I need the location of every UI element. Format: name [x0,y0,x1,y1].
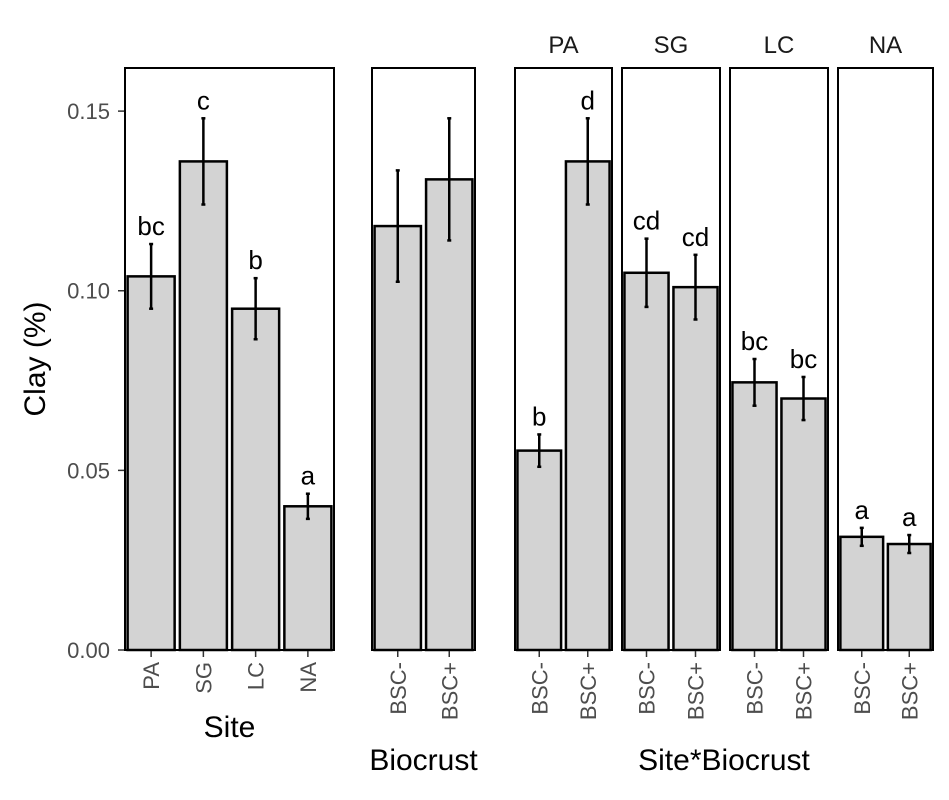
bar [623,271,670,652]
x-tick-label: BSC+ [437,662,462,720]
panel-strip-label: SG [654,32,689,59]
bar [424,178,474,652]
panel-border [514,67,613,651]
bar [886,542,932,652]
significance-label: c [197,85,210,115]
x-tick-label: BSC- [386,662,411,715]
x-axis-title: Biocrust [369,744,478,777]
significance-label: cd [682,222,709,252]
significance-label: a [301,461,316,491]
bar [564,160,611,652]
x-tick-label: BSC- [635,662,660,715]
x-tick-label: LC [244,662,269,690]
significance-label: bc [137,211,164,241]
significance-label: cd [633,206,660,236]
panel-strip-label: PA [548,32,578,59]
bar [373,224,423,652]
x-tick-label: BSC+ [897,662,922,720]
y-axis-title: Clay (%) [19,301,52,416]
bar [780,397,827,652]
x-tick-label: BSC- [527,662,552,715]
x-tick-label: BSC+ [792,662,817,720]
panel-border [621,67,721,651]
significance-label: bc [741,326,768,356]
panel-strip-label: LC [764,32,795,59]
y-tick-label: 0.10 [67,279,110,304]
bar [839,535,885,652]
x-tick-label: BSC- [743,662,768,715]
bar [230,307,281,652]
x-axis-title: Site [204,711,256,744]
panel-border [124,67,335,651]
significance-label: d [581,85,595,115]
bar [283,505,333,652]
bar [516,449,563,652]
significance-label: a [902,502,917,532]
bar [126,275,176,652]
y-tick-label: 0.05 [67,458,110,483]
significance-label: b [248,245,262,275]
site-biocrust-axis-title: Site*Biocrust [638,744,810,777]
x-tick-label: SG [191,662,216,694]
significance-label: b [532,401,546,431]
y-tick-label: 0.00 [67,638,110,663]
bar [672,285,719,652]
panel-strip-label: NA [869,32,902,59]
panel-border [837,67,934,651]
x-tick-label: BSC+ [576,662,601,720]
significance-label: bc [790,344,817,374]
x-tick-label: PA [139,662,164,690]
y-tick-label: 0.15 [67,99,110,124]
x-tick-label: NA [296,662,321,693]
bar [731,381,778,652]
panel-border [729,67,829,651]
x-tick-label: BSC+ [684,662,709,720]
significance-label: a [855,495,870,525]
panel-border [371,67,476,651]
bar [178,160,229,652]
x-tick-label: BSC- [850,662,875,715]
